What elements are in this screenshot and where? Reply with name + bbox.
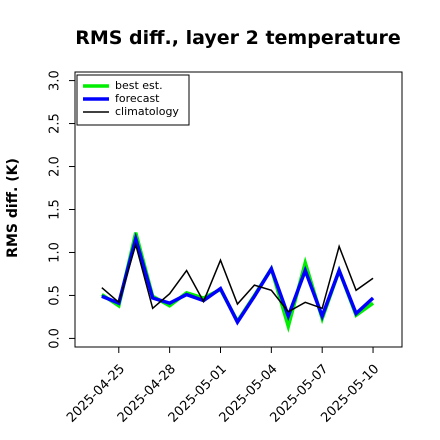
legend-label: climatology bbox=[115, 105, 179, 118]
y-tick-label: 3.0 bbox=[48, 70, 63, 91]
y-tick-label: 2.0 bbox=[48, 156, 63, 177]
legend-label: best est. bbox=[115, 79, 163, 92]
chart-title: RMS diff., layer 2 temperature bbox=[75, 27, 401, 49]
y-tick-label: 1.5 bbox=[48, 199, 63, 220]
y-tick-label: 1.0 bbox=[48, 242, 63, 263]
legend-label: forecast bbox=[115, 92, 160, 105]
y-tick-label: 0.5 bbox=[48, 285, 63, 306]
y-tick-label: 0.0 bbox=[48, 328, 63, 349]
series-line bbox=[101, 232, 375, 326]
y-axis-label: RMS diff. (K) bbox=[5, 158, 21, 258]
series-line bbox=[100, 232, 375, 333]
y-tick-label: 2.5 bbox=[48, 113, 63, 134]
series-line bbox=[101, 241, 374, 313]
